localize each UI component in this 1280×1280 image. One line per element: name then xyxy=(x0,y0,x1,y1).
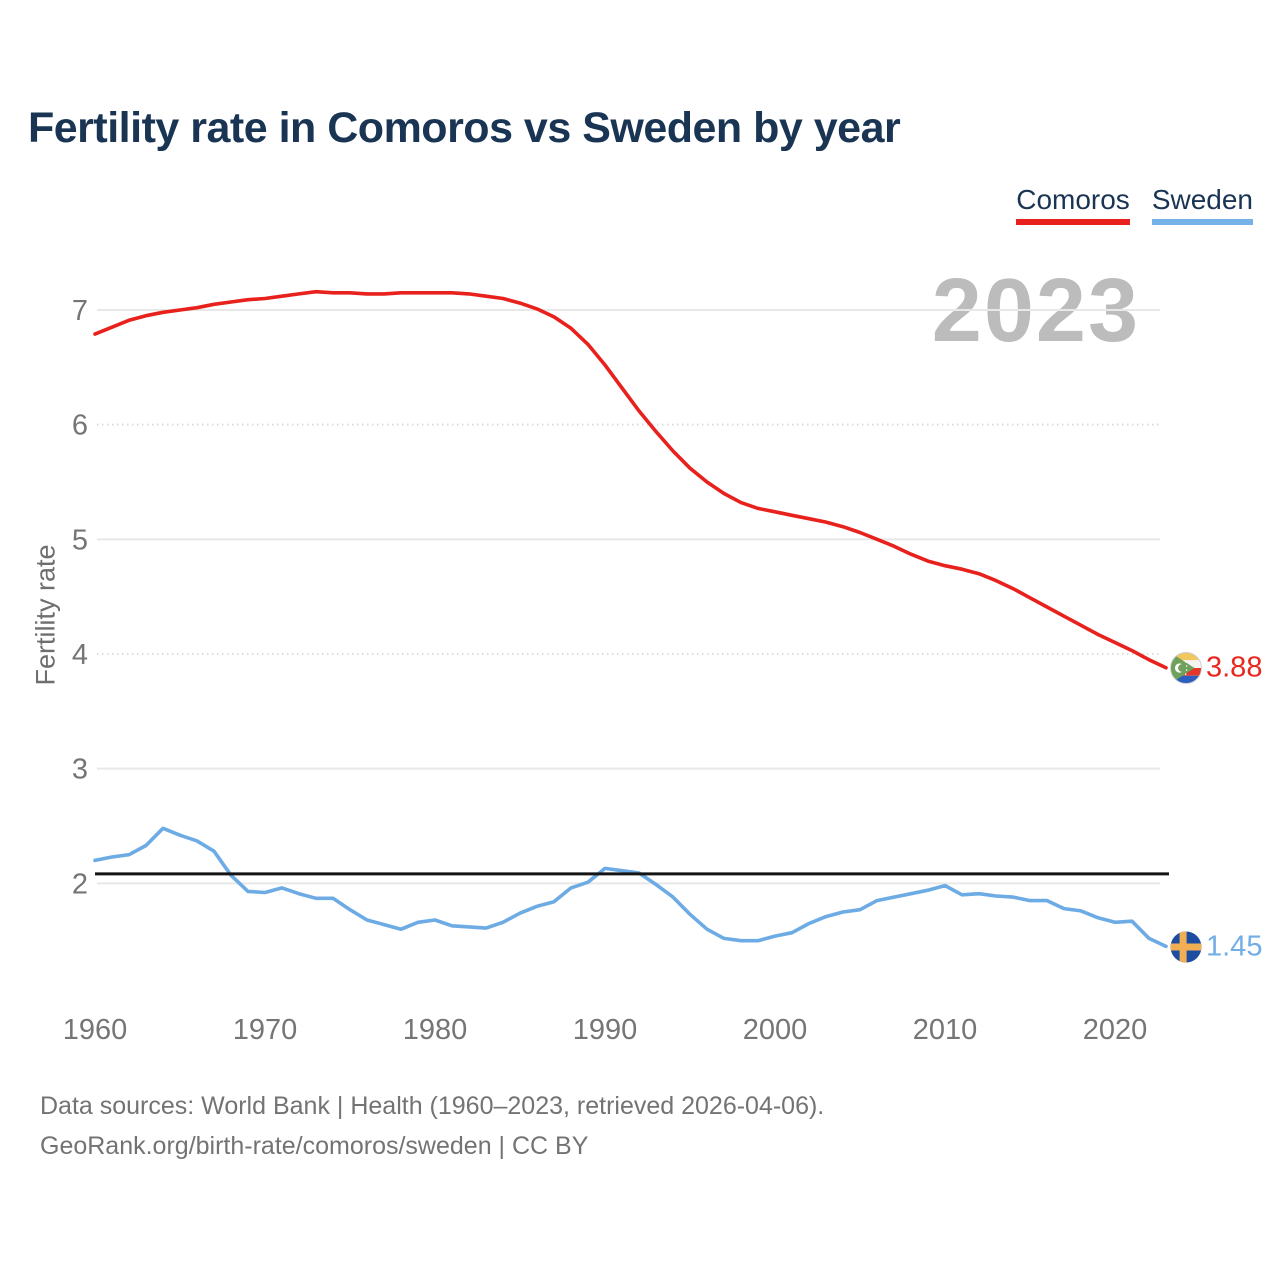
x-tick-1990: 1990 xyxy=(573,1014,638,1046)
y-tick-3: 3 xyxy=(72,754,88,786)
legend-item-comoros[interactable]: Comoros xyxy=(1016,184,1130,225)
x-tick-2020: 2020 xyxy=(1083,1014,1148,1046)
y-tick-4: 4 xyxy=(72,639,88,671)
x-axis-ticks: 1960 1970 1980 1990 2000 2010 2020 xyxy=(63,1014,1148,1046)
y-tick-5: 5 xyxy=(72,524,88,556)
gridlines xyxy=(97,309,1160,885)
sweden-end-value: 1.45 xyxy=(1206,930,1263,963)
page-title: Fertility rate in Comoros vs Sweden by y… xyxy=(28,104,901,152)
y-tick-2: 2 xyxy=(72,868,88,900)
y-tick-7: 7 xyxy=(72,295,88,327)
legend-item-sweden[interactable]: Sweden xyxy=(1151,184,1253,225)
comoros-end-value: 3.88 xyxy=(1206,651,1263,684)
sweden-line[interactable] xyxy=(93,826,1168,949)
source-note: Data sources: World Bank | Health (1960–… xyxy=(40,1086,824,1166)
comoros-flag-icon xyxy=(1170,652,1202,684)
legend: Comoros Sweden xyxy=(1016,184,1253,225)
sweden-flag-icon xyxy=(1170,931,1202,963)
x-tick-1980: 1980 xyxy=(403,1014,468,1046)
x-tick-1970: 1970 xyxy=(233,1014,298,1046)
x-tick-2000: 2000 xyxy=(743,1014,808,1046)
source-line-1: Data sources: World Bank | Health (1960–… xyxy=(40,1092,825,1120)
source-line-2: GeoRank.org/birth-rate/comoros/sweden | … xyxy=(40,1132,589,1160)
y-tick-6: 6 xyxy=(72,410,88,442)
x-tick-2010: 2010 xyxy=(913,1014,978,1046)
x-tick-1960: 1960 xyxy=(63,1014,128,1046)
comoros-line[interactable] xyxy=(93,289,1168,670)
y-axis-ticks: 2 3 4 5 6 7 xyxy=(72,295,88,900)
